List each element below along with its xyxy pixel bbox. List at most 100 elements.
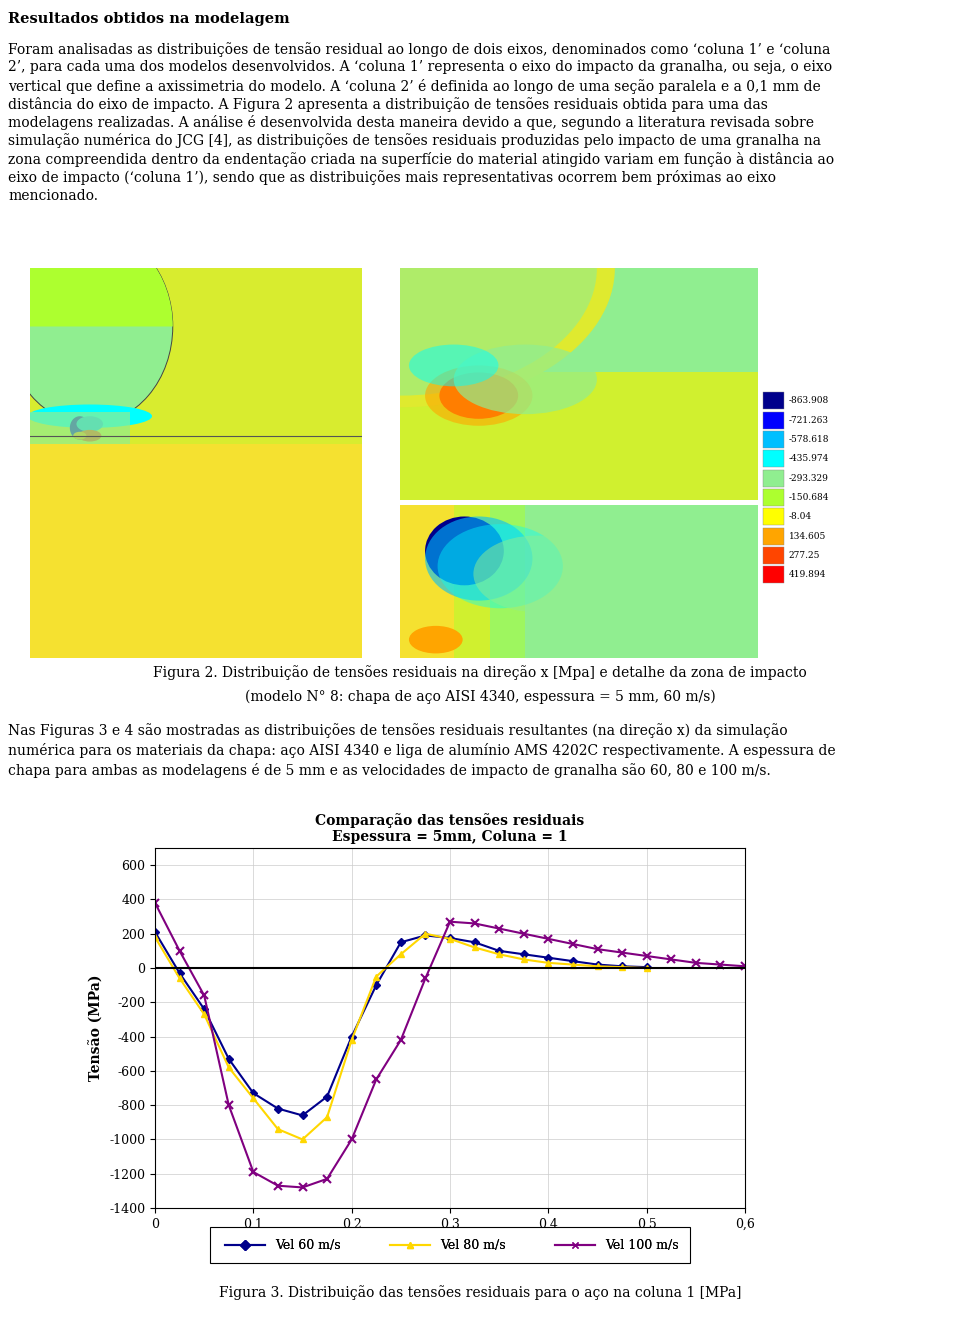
Text: Vel 60 m/s: Vel 60 m/s (275, 1239, 341, 1252)
Bar (763, 527, 784, 545)
Vel 100 m/s (468, 915, 480, 931)
Vel 100 m/s (322, 1170, 333, 1186)
Vel 80 m/s (248, 1090, 259, 1106)
Vel 100 m/s (371, 1071, 382, 1087)
Ellipse shape (454, 345, 597, 415)
Text: Figura 2. Distribuição de tensões residuais na direção x [Mpa] e detalhe da zona: Figura 2. Distribuição de tensões residu… (154, 666, 806, 680)
Text: chapa para ambas as modelagens é de 5 mm e as velocidades de impacto de granalha: chapa para ambas as modelagens é de 5 mm… (8, 764, 771, 778)
Ellipse shape (473, 535, 599, 612)
Vel 60 m/s (396, 934, 407, 950)
Bar (763, 412, 784, 428)
Bar (490, 505, 758, 658)
Vel 60 m/s (493, 943, 505, 960)
Text: Vel 80 m/s: Vel 80 m/s (440, 1239, 506, 1252)
Text: -150.684: -150.684 (789, 493, 829, 502)
X-axis label: Distância da Superfície (mm): Distância da Superfície (mm) (335, 1236, 564, 1251)
FancyBboxPatch shape (210, 1227, 690, 1263)
Vel 60 m/s (248, 1086, 259, 1102)
Vel 100 m/s (444, 914, 456, 930)
Ellipse shape (409, 625, 463, 654)
Vel 60 m/s (567, 953, 579, 969)
Vel 80 m/s (468, 939, 480, 956)
Vel 80 m/s (641, 960, 653, 976)
Vel 100 m/s (739, 958, 751, 974)
Text: mencionado.: mencionado. (8, 188, 98, 203)
Text: Resultados obtidos na modelagem: Resultados obtidos na modelagem (8, 12, 290, 25)
Ellipse shape (409, 345, 498, 386)
Ellipse shape (425, 517, 504, 585)
Text: modelagens realizadas. A análise é desenvolvida desta maneira devido a que, segu: modelagens realizadas. A análise é desen… (8, 115, 814, 130)
Y-axis label: Tensão (MPa): Tensão (MPa) (89, 974, 104, 1082)
Vel 80 m/s (444, 931, 456, 947)
Bar (763, 548, 784, 564)
Text: zona compreendida dentro da endentação criada na superfície do material atingido: zona compreendida dentro da endentação c… (8, 152, 834, 166)
Vel 100 m/s (272, 1178, 283, 1194)
Line: Vel 60 m/s: Vel 60 m/s (152, 929, 650, 1118)
Vel 80 m/s (149, 929, 160, 945)
Vel 60 m/s (199, 1001, 210, 1017)
Vel 80 m/s (322, 1108, 333, 1125)
Vel 80 m/s (174, 970, 185, 986)
Vel 100 m/s (567, 935, 579, 951)
Ellipse shape (77, 416, 103, 432)
Text: distância do eixo de impacto. A Figura 2 apresenta a distribuição de tensões res: distância do eixo de impacto. A Figura 2… (8, 97, 768, 111)
Ellipse shape (425, 365, 533, 425)
Vel 80 m/s (591, 958, 603, 974)
Wedge shape (7, 229, 173, 326)
Text: 134.605: 134.605 (789, 531, 826, 541)
Vel 100 m/s (248, 1164, 259, 1180)
Text: 2’, para cada uma dos modelos desenvolvidos. A ‘coluna 1’ representa o eixo do i: 2’, para cada uma dos modelos desenvolvi… (8, 60, 832, 74)
Vel 80 m/s (223, 1059, 234, 1075)
Vel 80 m/s (542, 954, 554, 970)
Vel 100 m/s (396, 1032, 407, 1048)
Text: Vel 100 m/s: Vel 100 m/s (605, 1239, 679, 1252)
Circle shape (70, 416, 90, 440)
Vel 100 m/s (174, 943, 185, 960)
Vel 80 m/s (297, 1131, 308, 1147)
Vel 100 m/s (493, 921, 505, 937)
Ellipse shape (28, 404, 152, 428)
Text: -721.263: -721.263 (789, 416, 828, 424)
Vel 60 m/s (346, 1028, 357, 1044)
Bar (763, 431, 784, 448)
Text: -435.974: -435.974 (789, 455, 829, 463)
Bar (763, 392, 784, 409)
Wedge shape (400, 268, 597, 396)
Vel 80 m/s (199, 1006, 210, 1023)
Text: simulação numérica do JCG [4], as distribuições de tensões residuais produzidas : simulação numérica do JCG [4], as distri… (8, 133, 821, 149)
Vel 60 m/s (591, 957, 603, 973)
Vel 100 m/s (518, 926, 530, 942)
Vel 60 m/s (616, 958, 628, 974)
Ellipse shape (425, 517, 533, 601)
Text: eixo de impacto (‘coluna 1’), sendo que as distribuições mais representativas oc: eixo de impacto (‘coluna 1’), sendo que … (8, 170, 776, 185)
Vel 100 m/s (297, 1180, 308, 1196)
Title: Comparação das tensões residuais
Espessura = 5mm, Coluna = 1: Comparação das tensões residuais Espessu… (316, 813, 585, 844)
Vel 100 m/s (591, 941, 603, 957)
Vel 100 m/s (616, 945, 628, 961)
Circle shape (7, 229, 173, 424)
Text: -8.04: -8.04 (789, 513, 812, 521)
Line: Vel 80 m/s: Vel 80 m/s (152, 930, 650, 1143)
Bar (763, 488, 784, 506)
Vel 100 m/s (641, 947, 653, 964)
Vel 60 m/s (371, 977, 382, 993)
Vel 60 m/s (272, 1100, 283, 1117)
Vel 100 m/s (714, 957, 726, 973)
Bar (30, 268, 362, 443)
Vel 60 m/s (174, 965, 185, 981)
Wedge shape (400, 268, 614, 407)
Vel 60 m/s (444, 930, 456, 946)
Vel 60 m/s (223, 1051, 234, 1067)
Vel 60 m/s (149, 923, 160, 939)
Bar (400, 268, 758, 372)
Vel 60 m/s (641, 960, 653, 976)
Wedge shape (400, 268, 614, 407)
Line: Vel 100 m/s: Vel 100 m/s (151, 899, 749, 1192)
Text: 419.894: 419.894 (789, 570, 826, 580)
Text: (modelo N° 8: chapa de aço AISI 4340, espessura = 5 mm, 60 m/s): (modelo N° 8: chapa de aço AISI 4340, es… (245, 690, 715, 705)
Vel 100 m/s (420, 970, 431, 986)
Vel 80 m/s (272, 1121, 283, 1137)
Bar (454, 505, 525, 658)
Vel 100 m/s (690, 954, 702, 970)
Vel 80 m/s (420, 926, 431, 942)
